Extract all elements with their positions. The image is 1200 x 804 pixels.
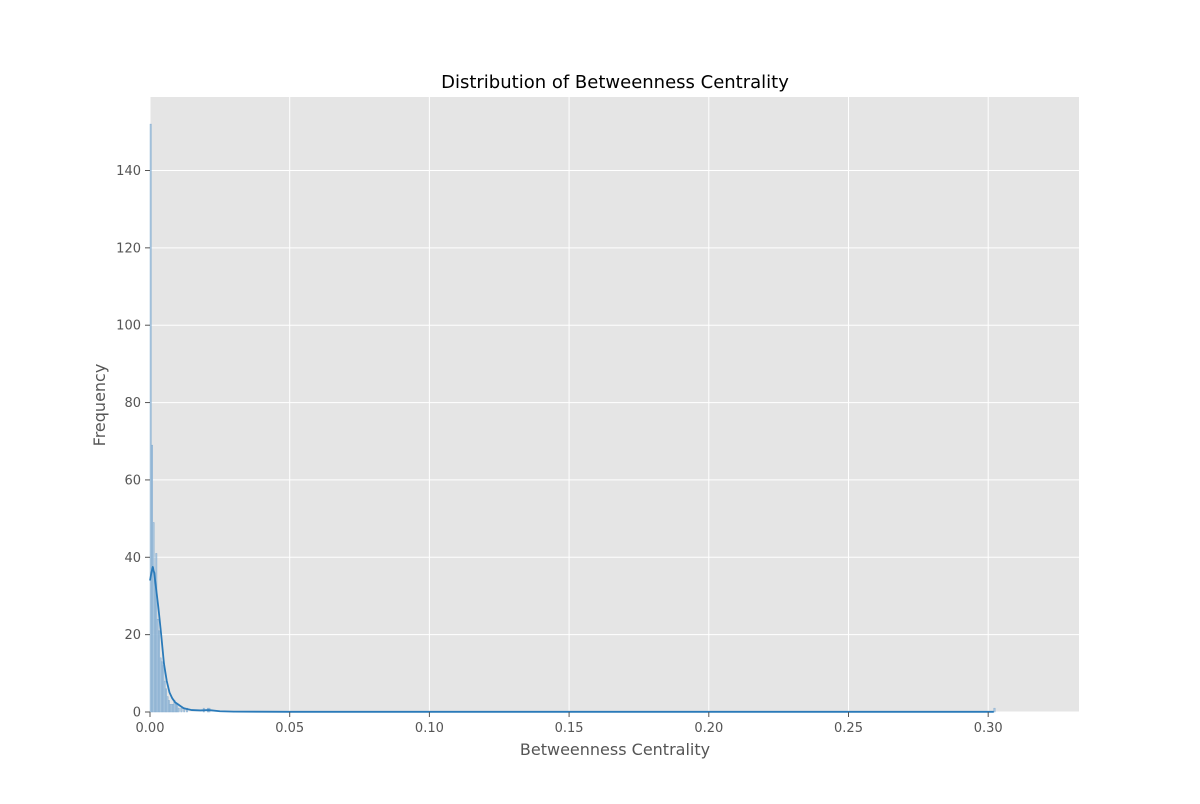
histogram-bar [159, 657, 162, 713]
histogram-bar [152, 522, 155, 713]
chart-title: Distribution of Betweenness Centrality [441, 72, 789, 93]
histogram-bar [170, 704, 173, 713]
histogram-bar [176, 704, 179, 713]
histogram-bar [155, 553, 158, 713]
histogram-bar [160, 661, 163, 713]
y-axis-label: Frequency [90, 364, 109, 447]
kde-curve [149, 566, 994, 713]
x-axis-ticks: 0.00 0.05 0.10 0.15 0.20 0.25 0.30 [136, 712, 1003, 736]
x-tick-label: 0.00 [136, 721, 165, 736]
y-axis-ticks: 0 20 40 60 80 100 120 140 [116, 164, 150, 721]
histogram-bar [153, 572, 156, 713]
histogram-bar [166, 696, 169, 713]
y-tick-label: 0 [133, 706, 141, 721]
plot-background [150, 97, 1079, 712]
histogram-bar [151, 444, 153, 713]
histogram-bar [167, 700, 170, 713]
histogram-bars [149, 123, 996, 713]
y-tick-label: 140 [116, 164, 141, 179]
histogram-bar [169, 704, 172, 713]
x-tick-label: 0.10 [415, 721, 444, 736]
histogram-bar [165, 688, 167, 713]
histogram-bar [180, 707, 183, 713]
kde-line [149, 566, 994, 713]
x-tick-label: 0.15 [555, 721, 584, 736]
histogram-bar [172, 704, 174, 713]
y-tick-label: 80 [124, 396, 141, 411]
y-tick-label: 60 [124, 473, 141, 488]
x-tick-label: 0.30 [974, 721, 1003, 736]
histogram-bar [156, 618, 159, 713]
histogram-bar [174, 704, 177, 713]
histogram-bar [149, 123, 152, 713]
y-tick-label: 40 [124, 551, 141, 566]
histogram-bar [177, 707, 180, 713]
histogram-bar [158, 630, 160, 713]
histogram-bar [162, 665, 165, 713]
x-tick-label: 0.05 [275, 721, 304, 736]
x-tick-label: 0.20 [694, 721, 723, 736]
y-tick-label: 20 [124, 628, 141, 643]
y-tick-label: 120 [116, 241, 141, 256]
histogram-bar [163, 680, 166, 713]
x-axis-label: Betweenness Centrality [520, 740, 710, 759]
x-tick-label: 0.25 [834, 721, 863, 736]
y-tick-label: 100 [116, 319, 141, 334]
histogram-bar [993, 707, 996, 713]
